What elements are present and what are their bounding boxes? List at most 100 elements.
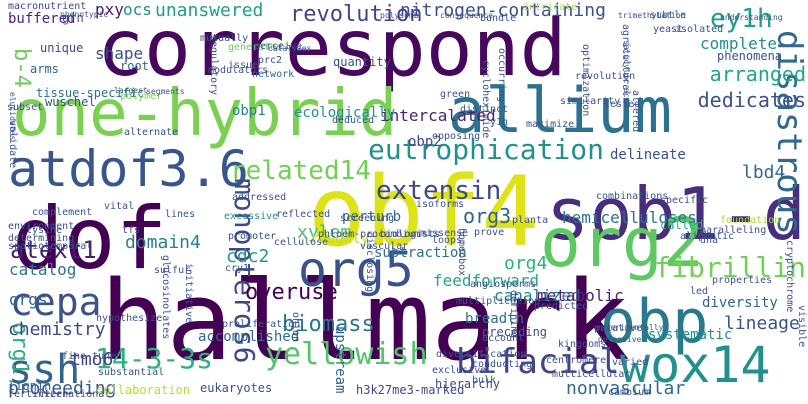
cloud-word: catalog (9, 260, 77, 279)
cloud-word: trimethylation (618, 11, 686, 20)
cloud-word: isoforms (416, 199, 465, 210)
cloud-word: macronutrient (8, 1, 87, 12)
cloud-word: altered (630, 90, 641, 133)
cloud-word: biologists (380, 229, 441, 240)
cloud-word: collaboration (96, 383, 190, 397)
cloud-word: vital (104, 201, 135, 212)
cloud-word: specific (660, 195, 709, 206)
cloud-word: complete (700, 34, 778, 53)
cloud-word: domain4 (125, 232, 201, 253)
cloud-word: planta (512, 215, 549, 226)
cloud-word: salicylic-acid (622, 40, 631, 108)
cloud-word: hierarchy (435, 377, 501, 391)
cloud-word: substantial (98, 367, 165, 378)
cloud-word: green (440, 89, 471, 100)
cloud-word: proceeding (8, 378, 117, 399)
cloud-word: largest (114, 86, 148, 95)
cloud-word: b-4 (9, 48, 34, 88)
cloud-word: obf4 (308, 156, 540, 268)
cloud-word: atdof3.6 (8, 140, 249, 198)
cloud-word: tissue-specific (36, 86, 145, 100)
cloud-word: overuse (245, 280, 338, 305)
cloud-word: intercalated (380, 106, 496, 125)
cloud-word: bulk (472, 375, 497, 386)
cloud-word: lines (165, 209, 196, 220)
cloud-word: cryptochrome (784, 240, 795, 313)
cloud-word: dna (700, 235, 719, 246)
cloud-word: eutrophication (368, 133, 605, 166)
cloud-word: lineage (724, 313, 800, 334)
cloud-word: y1h (490, 117, 509, 128)
cloud-word: spatiotemporal (8, 241, 93, 252)
cloud-word: occurring (496, 48, 507, 103)
cloud-word: org4 (504, 253, 548, 274)
cloud-word: international (32, 389, 111, 400)
cloud-word: modulators (208, 65, 269, 76)
cloud-word: generated (228, 42, 283, 53)
cloud-word: ocs (123, 0, 152, 19)
cloud-word: feedforward (433, 271, 539, 290)
cloud-word: cry1 (225, 263, 250, 274)
cloud-word: shape (95, 44, 144, 63)
cloud-word: systematic (648, 327, 733, 343)
cloud-word: promoter (228, 231, 277, 242)
cloud-word: kingdoms (558, 339, 607, 350)
cloud-word: paralleling (700, 225, 767, 236)
cloud-word: lignin (8, 379, 52, 393)
cloud-word: defensive (598, 335, 642, 344)
cloud-word: nitrogen-containing (400, 0, 606, 21)
cloud-word: cycloheximide (480, 60, 491, 139)
cloud-word: accomplished (198, 329, 300, 345)
cloud-word: sulfur (154, 265, 191, 276)
cloud-word: isolated (675, 24, 724, 35)
cloud-word: led (690, 286, 709, 297)
cloud-word: cdc2 (226, 246, 270, 267)
cloud-word: 14-3-3s (95, 342, 214, 375)
cloud-word: related14 (230, 156, 371, 186)
cloud-word: tmo6 (70, 349, 114, 370)
cloud-word: fibrillin (654, 251, 806, 284)
cloud-word: subset (7, 102, 44, 113)
cloud-word: polymer (120, 91, 163, 102)
cloud-word: vascular (360, 241, 409, 252)
cloud-word: wuschel (45, 95, 96, 109)
cloud-word: obp2 (408, 134, 442, 150)
cloud-word: missense (420, 228, 469, 239)
cloud-word: sob1-d (545, 172, 806, 256)
cloud-word: bifacial (456, 342, 620, 382)
cloud-word: allium (448, 74, 672, 147)
cloud-word: network (252, 69, 295, 80)
cloud-word: perceive (254, 41, 303, 52)
cloud-word: fertilizer (8, 389, 69, 400)
cloud-word: subtraction (374, 245, 467, 261)
cloud-word: dof (12, 189, 168, 289)
cloud-word: diversification (436, 349, 527, 360)
cloud-word: segments (146, 87, 185, 96)
cloud-word: issue (228, 60, 259, 71)
cloud-word: buffered (8, 11, 76, 27)
cloud-word: called (660, 218, 704, 232)
cloud-word: atext1 (10, 236, 97, 264)
cloud-word: unanswered (155, 0, 264, 21)
cloud-word: ey1h (710, 4, 773, 34)
cloud-word: grn (62, 11, 84, 25)
cloud-word: cellulose (274, 237, 329, 248)
cloud-word: org3 (463, 204, 512, 228)
cloud-word: one-hybrid (12, 77, 398, 151)
cloud-word: obp (600, 287, 709, 357)
cloud-word: obp1 (232, 103, 266, 119)
cloud-word: cambium (608, 387, 651, 398)
cloud-word: pxy (95, 0, 124, 19)
cloud-word: h3k27me3-marked (356, 383, 465, 397)
cloud-word: hypothesize (96, 313, 163, 324)
cloud-word: preceding (482, 325, 548, 339)
cloud-word: eukaryotes (200, 381, 273, 395)
cloud-word: loops (432, 235, 463, 246)
cloud-word: perturb (342, 209, 402, 225)
cloud-word: phenomena (717, 49, 783, 63)
cloud-word: bundle (480, 13, 517, 24)
cloud-word: lbd4 (742, 162, 786, 183)
cloud-word: yeast (653, 24, 684, 35)
cloud-word: proliferation (222, 319, 301, 330)
